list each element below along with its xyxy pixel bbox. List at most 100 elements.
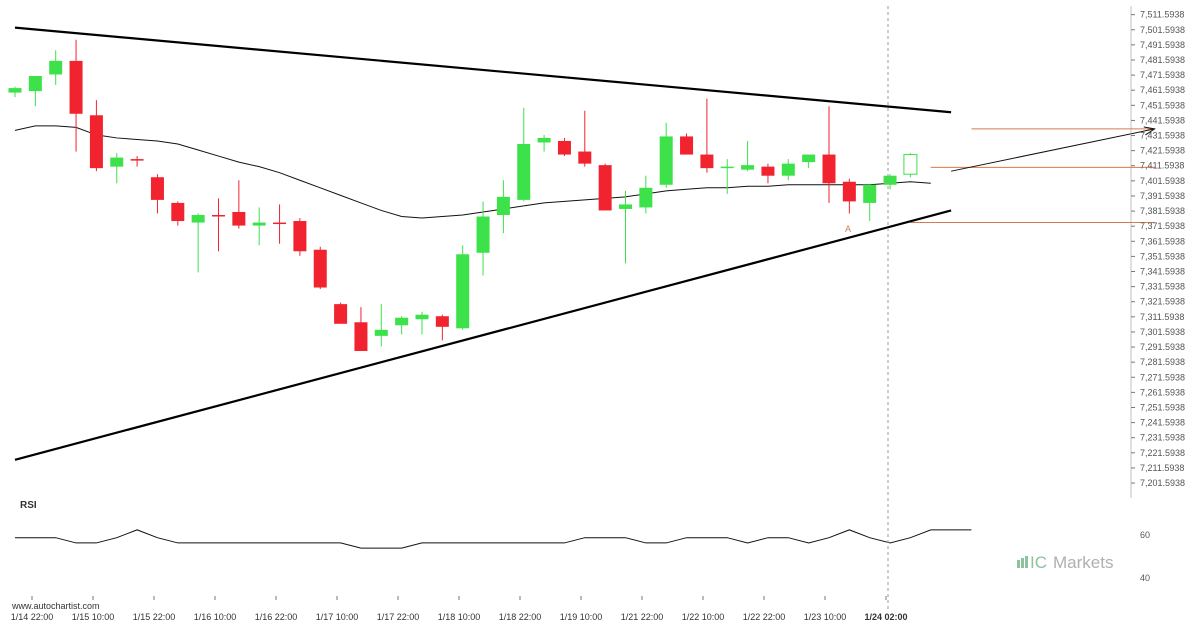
candle-body: [700, 154, 714, 169]
price-tick-label: 7,361.5938: [1140, 236, 1185, 246]
rsi-line: [15, 529, 972, 549]
price-tick-label: 7,441.5938: [1140, 115, 1185, 125]
rsi-panel: [15, 529, 972, 549]
candle-body: [252, 222, 266, 226]
price-tick-label: 7,211.5938: [1140, 463, 1184, 473]
candle-body: [374, 329, 388, 336]
price-tick-label: 7,321.5938: [1140, 297, 1185, 307]
price-tick-label: 7,411.5938: [1140, 161, 1184, 171]
candle-body: [680, 136, 694, 155]
candles: [8, 39, 918, 351]
price-tick-label: 7,301.5938: [1140, 327, 1185, 337]
candle-body: [659, 136, 673, 185]
price-tick-label: 7,351.5938: [1140, 251, 1185, 261]
candle-body: [415, 314, 429, 320]
candle-body: [293, 221, 307, 252]
candle-body: [191, 214, 205, 223]
price-tick-label: 7,311.5938: [1140, 312, 1184, 322]
candle-body: [395, 317, 409, 326]
moving-average: [14, 125, 931, 219]
rsi-label: RSI: [20, 500, 37, 511]
candle-body: [273, 222, 287, 225]
price-tick-label: 7,471.5938: [1140, 70, 1185, 80]
candle-body: [598, 165, 612, 211]
candle-body: [456, 254, 470, 329]
price-tick-label: 7,381.5938: [1140, 206, 1185, 216]
candle-body: [761, 166, 775, 176]
time-tick-label: 1/24 02:00: [864, 612, 907, 622]
trendline-lower: [14, 209, 952, 461]
logo-bar-1: [1017, 560, 1020, 568]
time-tick-label: 1/17 22:00: [377, 612, 420, 622]
trendlines: [14, 26, 1156, 461]
candle-body: [110, 157, 124, 167]
candle-body: [150, 177, 164, 200]
price-tick-label: 7,201.5938: [1140, 478, 1185, 488]
candle-body: [619, 204, 632, 209]
time-tick-label: 1/16 22:00: [255, 612, 298, 622]
time-tick-label: 1/16 10:00: [194, 612, 237, 622]
candle-body: [89, 115, 103, 169]
candle-body: [720, 166, 734, 169]
candle-body: [842, 181, 856, 202]
price-tick-label: 7,271.5938: [1140, 372, 1185, 382]
logo-brand-prefix: IC: [1030, 553, 1047, 572]
price-tick-label: 7,251.5938: [1140, 402, 1185, 412]
projection-arrow-head: [1143, 126, 1156, 136]
trendline-upper: [14, 26, 952, 114]
time-tick-label: 1/18 10:00: [438, 612, 481, 622]
candle-body: [435, 316, 449, 327]
price-tick-label: 7,371.5938: [1140, 221, 1185, 231]
candle-body: [171, 202, 185, 222]
candle-body: [639, 187, 653, 208]
icmarkets-logo: IC Markets: [1017, 553, 1113, 572]
price-tick-label: 7,421.5938: [1140, 146, 1185, 156]
candle-body: [334, 304, 348, 324]
price-tick-label: 7,341.5938: [1140, 267, 1185, 277]
price-tick-label: 7,491.5938: [1140, 40, 1185, 50]
price-tick-label: 7,481.5938: [1140, 55, 1185, 65]
candle-body: [863, 184, 877, 203]
candle-body: [28, 75, 42, 92]
candle-body: [802, 154, 816, 163]
candle-body: [130, 159, 144, 161]
candle-body: [354, 322, 368, 351]
rsi-tick-60: 60: [1140, 530, 1150, 540]
candle-body: [578, 151, 592, 164]
candle-body: [212, 214, 225, 217]
price-tick-label: 7,261.5938: [1140, 387, 1185, 397]
price-tick-label: 7,431.5938: [1140, 131, 1185, 141]
candle-body: [8, 88, 22, 93]
time-tick-label: 1/15 10:00: [72, 612, 115, 622]
candle-body: [232, 211, 246, 226]
time-tick-label: 1/15 22:00: [133, 612, 176, 622]
candle-body: [313, 249, 327, 288]
time-tick-label: 1/22 22:00: [743, 612, 786, 622]
time-tick-label: 1/21 22:00: [621, 612, 664, 622]
candle-body: [496, 196, 510, 215]
time-tick-label: 1/22 10:00: [682, 612, 725, 622]
time-tick-label: 1/23 10:00: [804, 612, 847, 622]
price-tick-label: 7,501.5938: [1140, 25, 1185, 35]
logo-bar-3: [1025, 556, 1028, 568]
autochartist-watermark[interactable]: www.autochartist.com: [11, 601, 100, 611]
price-tick-label: 7,511.5938: [1140, 10, 1184, 20]
candle-body: [476, 216, 490, 253]
time-tick-label: 1/17 10:00: [316, 612, 359, 622]
rsi-tick-40: 40: [1140, 573, 1150, 583]
price-tick-label: 7,281.5938: [1140, 357, 1185, 367]
candle-body: [883, 175, 897, 185]
pending-candle-body: [903, 154, 918, 175]
candle-body: [741, 165, 755, 170]
price-axis: 7,511.5938 7,501.5938 7,491.5938 7,481.5938…: [1130, 6, 1185, 498]
candle-body: [822, 154, 836, 184]
price-tick-label: 7,461.5938: [1140, 85, 1185, 95]
price-tick-label: 7,291.5938: [1140, 342, 1185, 352]
point-a-label: A: [845, 224, 851, 234]
logo-bar-2: [1021, 558, 1024, 568]
candle-body: [781, 163, 795, 176]
time-tick-label: 1/19 10:00: [560, 612, 603, 622]
moving-average-line: [14, 125, 931, 219]
